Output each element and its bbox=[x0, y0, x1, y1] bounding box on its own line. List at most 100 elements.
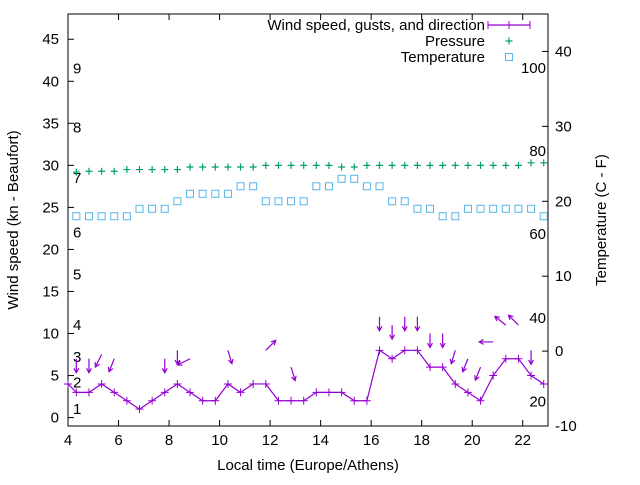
temperature-point bbox=[375, 182, 384, 191]
pressure-point bbox=[527, 159, 535, 167]
x-tick-label: 22 bbox=[514, 432, 531, 449]
temperature-point bbox=[236, 182, 245, 191]
temperature-point bbox=[514, 204, 523, 213]
wind-direction-arrow bbox=[161, 358, 168, 374]
temperature-point bbox=[211, 189, 220, 198]
wind-point bbox=[350, 396, 359, 405]
pressure-point bbox=[72, 168, 80, 176]
wind-point bbox=[413, 346, 422, 355]
wind-direction-arrow bbox=[389, 325, 396, 341]
wind-point bbox=[236, 388, 245, 397]
plot-frame bbox=[67, 13, 549, 427]
wind-direction-arrow bbox=[461, 358, 469, 373]
temperature-point bbox=[198, 189, 207, 198]
wind-direction-arrow bbox=[477, 338, 494, 345]
wind-point bbox=[501, 354, 510, 363]
temperature-point bbox=[489, 204, 498, 213]
wind-point bbox=[539, 379, 548, 388]
wind-direction-arrow bbox=[474, 366, 482, 382]
pressure-point bbox=[85, 167, 93, 175]
y-axis-label: Wind speed (kn - Beaufort) bbox=[5, 130, 22, 309]
wind-direction-arrow bbox=[107, 358, 115, 373]
temperature-point bbox=[539, 212, 548, 221]
wind-point bbox=[135, 405, 144, 414]
temperature-point bbox=[476, 204, 485, 213]
legend-key-wind-marks bbox=[487, 21, 531, 29]
wind-direction-arrow bbox=[427, 333, 433, 349]
pressure-point bbox=[439, 161, 447, 169]
temperature-point bbox=[223, 189, 232, 198]
wind-point bbox=[375, 346, 384, 355]
wind-point bbox=[274, 396, 283, 405]
temperature-point bbox=[72, 212, 81, 221]
wind-point bbox=[489, 371, 498, 380]
y-tick-label: 25 bbox=[42, 199, 59, 216]
wind-point bbox=[148, 396, 157, 405]
pressure-point bbox=[237, 163, 245, 171]
temperature-point bbox=[97, 212, 106, 221]
wind-point bbox=[514, 354, 523, 363]
beaufort-label: 7 bbox=[73, 170, 81, 187]
fahrenheit-label: 40 bbox=[529, 310, 546, 327]
temperature-point bbox=[337, 174, 346, 183]
x-tick-label: 4 bbox=[64, 432, 72, 449]
beaufort-label: 9 bbox=[73, 61, 81, 78]
pressure-point bbox=[312, 161, 320, 169]
beaufort-label: 6 bbox=[73, 225, 81, 242]
pressure-point bbox=[477, 161, 485, 169]
x-tick-label: 14 bbox=[312, 432, 329, 449]
pressure-point bbox=[350, 163, 358, 171]
y2-tick-label: -10 bbox=[555, 418, 577, 435]
y2-tick-label: 40 bbox=[555, 43, 572, 60]
pressure-point bbox=[426, 161, 434, 169]
x-tick-label: 8 bbox=[165, 432, 173, 449]
temperature-point bbox=[413, 204, 422, 213]
wind-point bbox=[324, 388, 333, 397]
temperature-point bbox=[173, 197, 182, 206]
temperature-point bbox=[350, 174, 359, 183]
pressure-point bbox=[338, 163, 346, 171]
wind-point bbox=[287, 396, 296, 405]
wind-point bbox=[84, 388, 93, 397]
wind-point bbox=[97, 379, 106, 388]
wind-point bbox=[400, 346, 409, 355]
beaufort-label: 1 bbox=[73, 401, 81, 418]
y2-tick-label: 10 bbox=[555, 268, 572, 285]
wind-direction-arrow bbox=[376, 316, 383, 332]
pressure-point bbox=[98, 167, 106, 175]
pressure-point bbox=[148, 166, 156, 174]
temperature-point bbox=[400, 197, 409, 206]
pressure-point bbox=[363, 161, 371, 169]
fahrenheit-label: 20 bbox=[529, 393, 546, 410]
wind-direction-arrow bbox=[290, 366, 297, 382]
temperature-point bbox=[463, 204, 472, 213]
wind-point bbox=[527, 371, 536, 380]
pressure-point bbox=[262, 161, 270, 169]
x-tick-label: 16 bbox=[363, 432, 380, 449]
pressure-point bbox=[375, 161, 383, 169]
pressure-point bbox=[161, 166, 169, 174]
y2-tick-label: 0 bbox=[555, 343, 563, 360]
temperature-point bbox=[160, 204, 169, 213]
temperature-point bbox=[186, 189, 195, 198]
wind-point bbox=[198, 396, 207, 405]
temperature-point bbox=[110, 212, 119, 221]
pressure-point bbox=[135, 166, 143, 174]
x-tick-label: 6 bbox=[114, 432, 122, 449]
wind-point bbox=[337, 388, 346, 397]
wind-point bbox=[299, 396, 308, 405]
beaufort-label: 2 bbox=[73, 374, 81, 391]
wind-point bbox=[312, 388, 321, 397]
pressure-point bbox=[173, 166, 181, 174]
temperature-point bbox=[274, 197, 283, 206]
pressure-point bbox=[413, 161, 421, 169]
wind-direction-arrow bbox=[449, 350, 456, 365]
temperature-point bbox=[362, 182, 371, 191]
y2-tick-label: 20 bbox=[555, 193, 572, 210]
wind-direction-arrow bbox=[507, 314, 519, 326]
fahrenheit-label: 100 bbox=[521, 60, 546, 77]
legend-label-wind: Wind speed, gusts, and direction bbox=[267, 17, 485, 34]
y-tick-label: 30 bbox=[42, 157, 59, 174]
